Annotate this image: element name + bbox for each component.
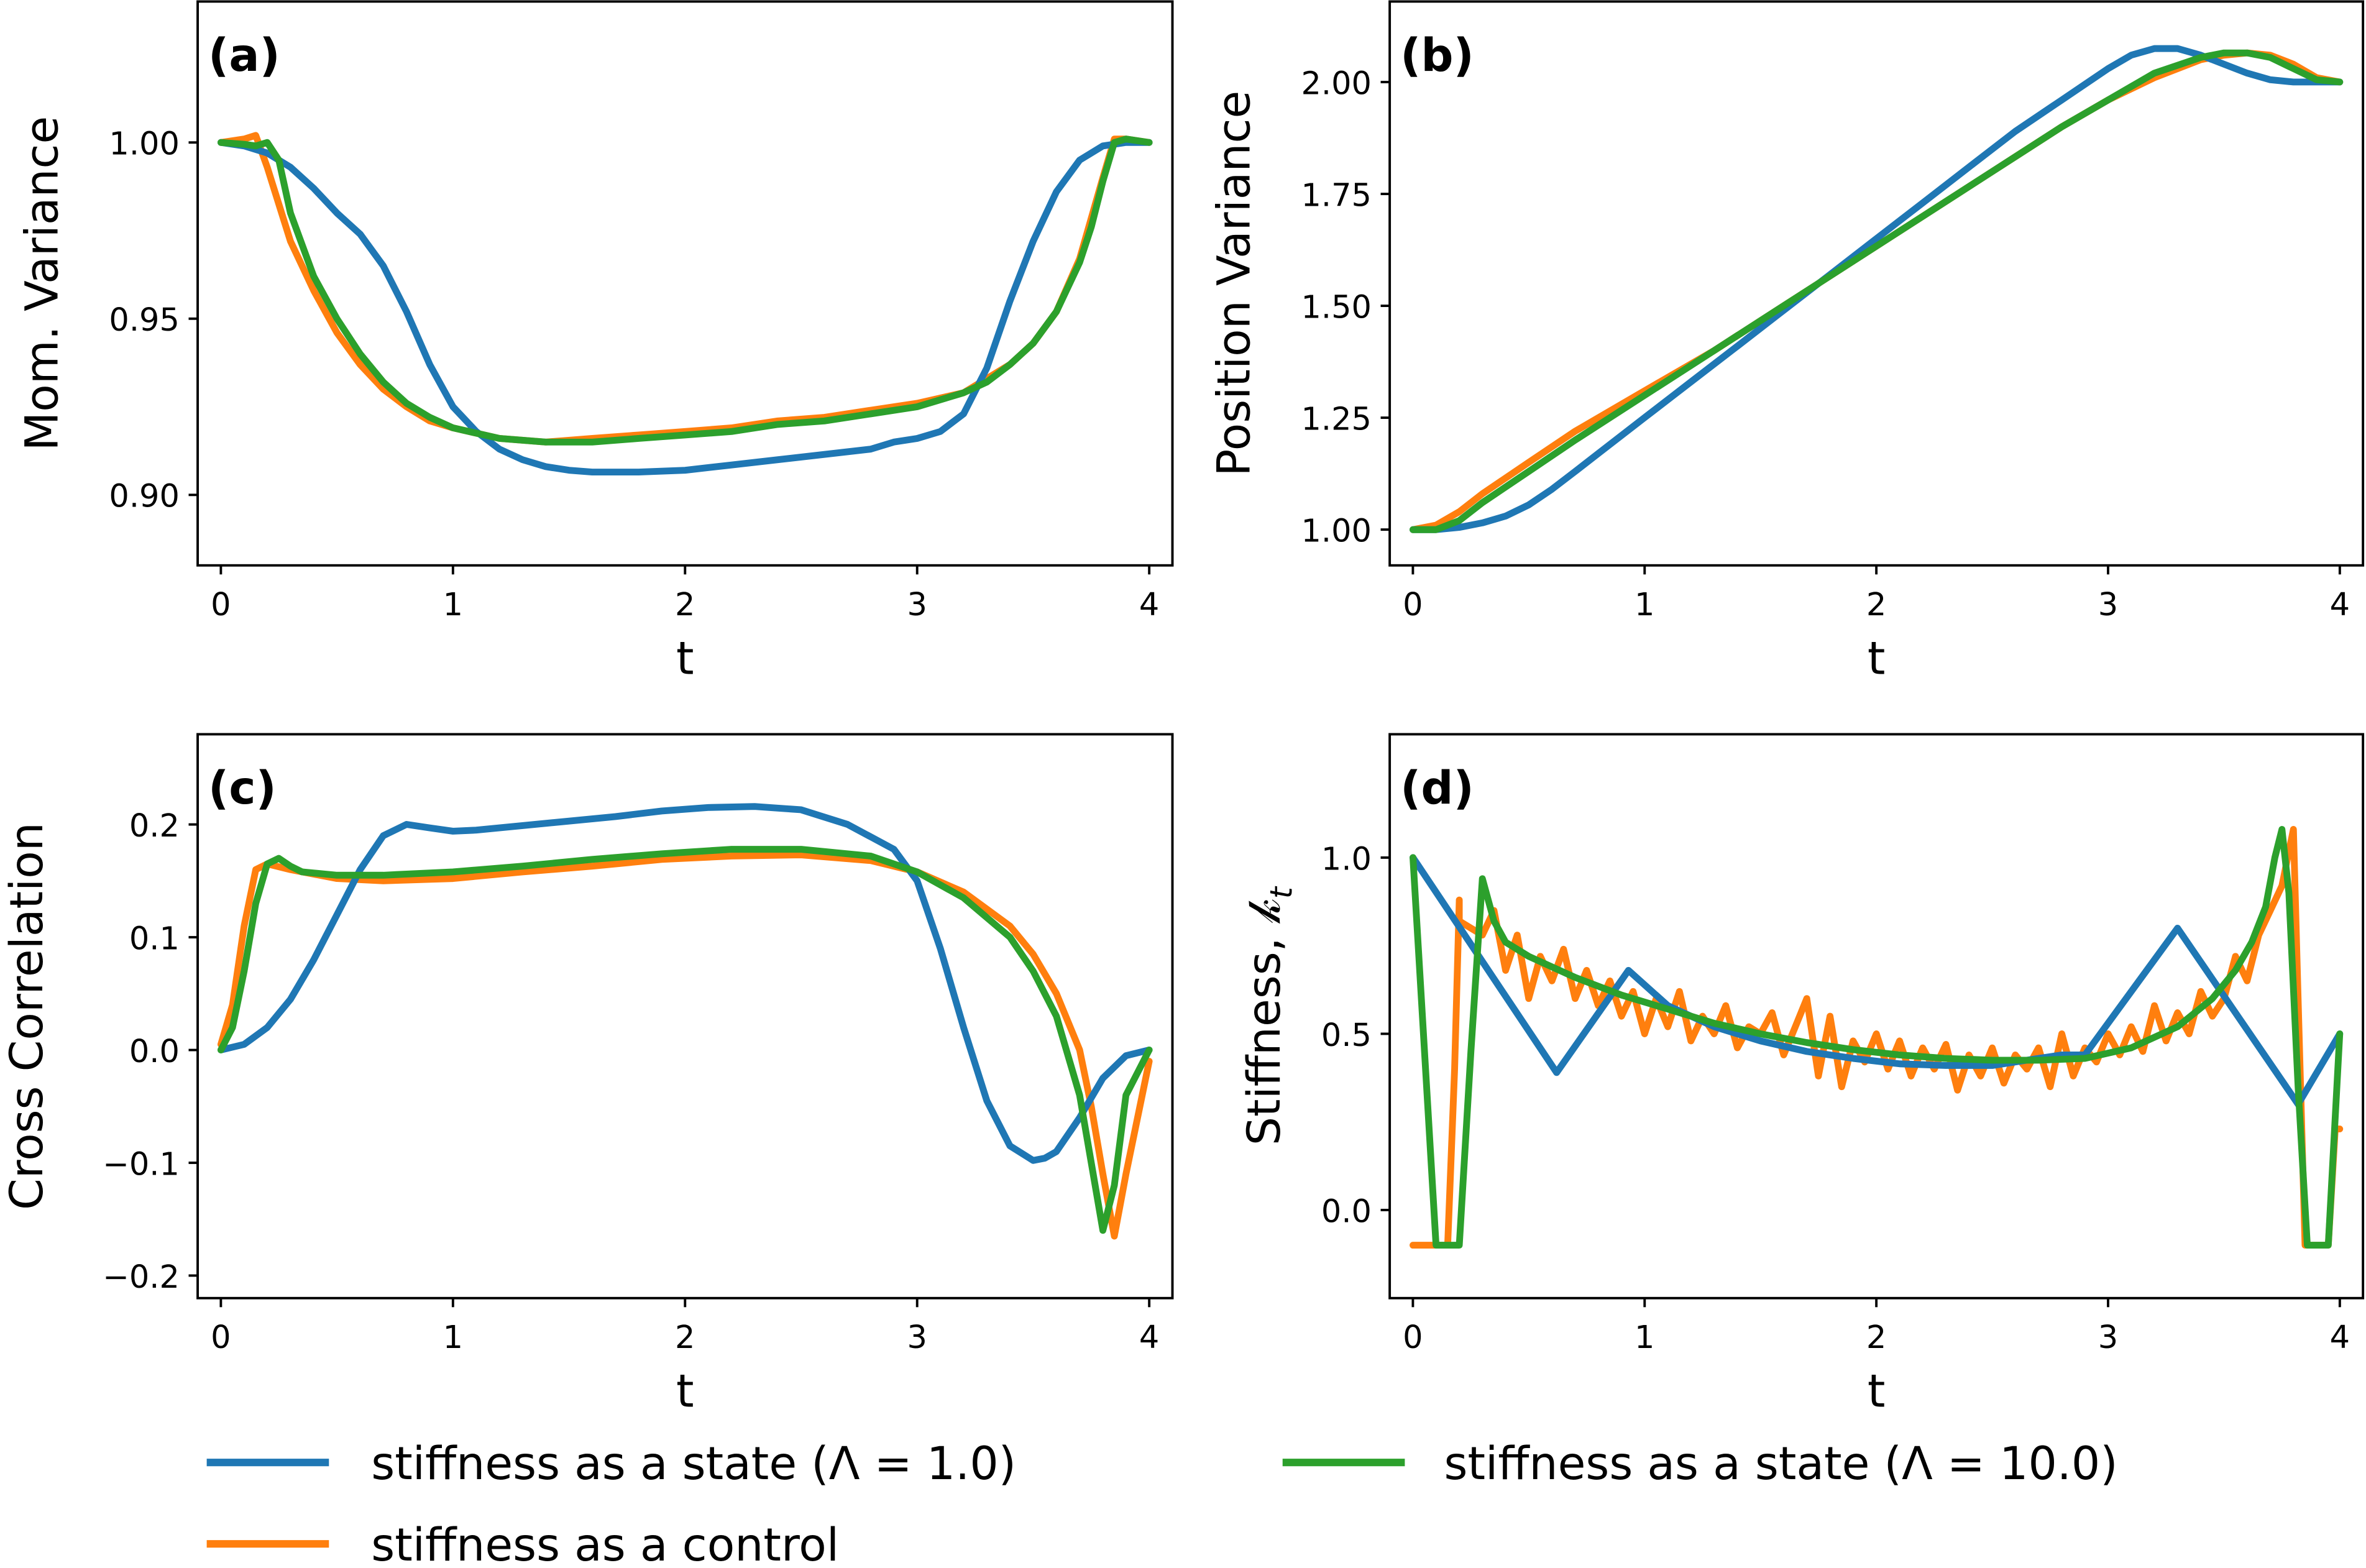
series-line-state1 [1410, 854, 2344, 1108]
y-tick-label: 0.90 [109, 479, 179, 515]
x-tick-label: 2 [1866, 587, 1886, 623]
panel-tag: (b) [1400, 29, 1474, 82]
y-tick-label: 0.0 [1321, 1193, 1372, 1230]
x-tick-label: 3 [907, 587, 927, 623]
x-tick-label: 3 [907, 1319, 927, 1356]
x-tick-label: 1 [1635, 1319, 1654, 1356]
series-group [217, 803, 1153, 1240]
x-tick-label: 4 [1139, 1319, 1159, 1356]
y-tick-label: 1.75 [1301, 177, 1371, 214]
series-line-state1 [217, 803, 1153, 1164]
legend-label-state10: stiffness as a state (Λ = 10.0) [1444, 1437, 2118, 1490]
panel-c: 0 1 2 3 4 −0.2 −0.1 0.0 0.1 0.2 t Cross Correlation… [1, 733, 1174, 1418]
series-group [217, 132, 1153, 476]
x-tick-label: 3 [2098, 587, 2118, 623]
y-tick-label: 0.0 [129, 1034, 180, 1070]
x-tick-label: 0 [1403, 1319, 1423, 1356]
series-line-control [1410, 826, 2344, 1249]
panel-tag: (d) [1400, 762, 1474, 815]
panel-tag: (c) [208, 762, 277, 815]
series-line-state1 [217, 139, 1153, 476]
panel-b: 0 1 2 3 4 1.00 1.25 1.50 1.75 2.00 t Position Varia… [1208, 0, 2365, 685]
legend-label-state1: stiffness as a state (Λ = 1.0) [371, 1437, 1016, 1490]
x-tick-label: 3 [2098, 1319, 2118, 1356]
panel-tag: (a) [208, 29, 280, 82]
x-tick-label: 2 [675, 1319, 695, 1356]
y-tick-label: 1.0 [1321, 841, 1372, 878]
y-tick-label: 0.5 [1321, 1017, 1372, 1054]
y-axis-label-text: Stiffness, 𝓀 [1238, 899, 1291, 1145]
y-tick-label: 0.2 [129, 808, 180, 845]
x-tick-label: 1 [443, 587, 463, 623]
series-line-state10 [217, 135, 1153, 446]
y-tick-label: 1.00 [1301, 513, 1371, 550]
y-tick-label: 1.50 [1301, 290, 1371, 326]
y-axis-label: Cross Correlation [1, 822, 53, 1210]
series-line-state10 [217, 846, 1153, 1234]
panel-a: 0 1 2 3 4 0.90 0.95 1.00 t Mom. Variance (a) [16, 0, 1174, 685]
x-tick-label: 0 [211, 587, 231, 623]
y-axis-label: Position Variance [1208, 91, 1260, 477]
y-tick-label: 0.1 [129, 921, 180, 958]
series-line-state10 [1410, 826, 2344, 1249]
legend: stiffness as a state (Λ = 1.0) stiffness… [206, 1437, 2118, 1568]
x-axis-label: t [676, 1365, 694, 1418]
x-tick-label: 2 [675, 587, 695, 623]
y-tick-label: −0.1 [103, 1146, 180, 1183]
series-group [1410, 45, 2344, 533]
x-axis-label: t [1868, 632, 1886, 685]
y-axis-label-text: Cross Correlation [1, 822, 53, 1210]
x-tick-label: 4 [1139, 587, 1159, 623]
y-tick-label: 1.00 [109, 126, 179, 163]
x-tick-label: 1 [443, 1319, 463, 1356]
x-tick-label: 1 [1635, 587, 1654, 623]
x-tick-label: 0 [1403, 587, 1423, 623]
y-axis-label: Mom. Variance [16, 116, 68, 451]
x-tick-label: 4 [2330, 1319, 2350, 1356]
y-axis-label-text: Mom. Variance [16, 116, 68, 451]
series-group [1410, 826, 2344, 1249]
x-tick-label: 2 [1866, 1319, 1886, 1356]
y-axis-label: Stiffness, 𝓀t [1238, 886, 1299, 1145]
y-tick-label: −0.2 [103, 1259, 180, 1296]
y-axis-label-text: Position Variance [1208, 91, 1260, 477]
y-axis-label-subscript: t [1264, 886, 1299, 899]
series-line-state1 [1410, 45, 2344, 533]
y-tick-label: 2.00 [1301, 65, 1371, 102]
x-tick-label: 0 [211, 1319, 231, 1356]
x-axis-label: t [1868, 1365, 1886, 1418]
legend-label-control: stiffness as a control [371, 1519, 839, 1568]
y-tick-label: 0.95 [109, 302, 179, 339]
y-tick-label: 1.25 [1301, 401, 1371, 438]
x-tick-label: 4 [2330, 587, 2350, 623]
series-line-state10 [1410, 49, 2344, 533]
x-axis-label: t [676, 632, 694, 685]
